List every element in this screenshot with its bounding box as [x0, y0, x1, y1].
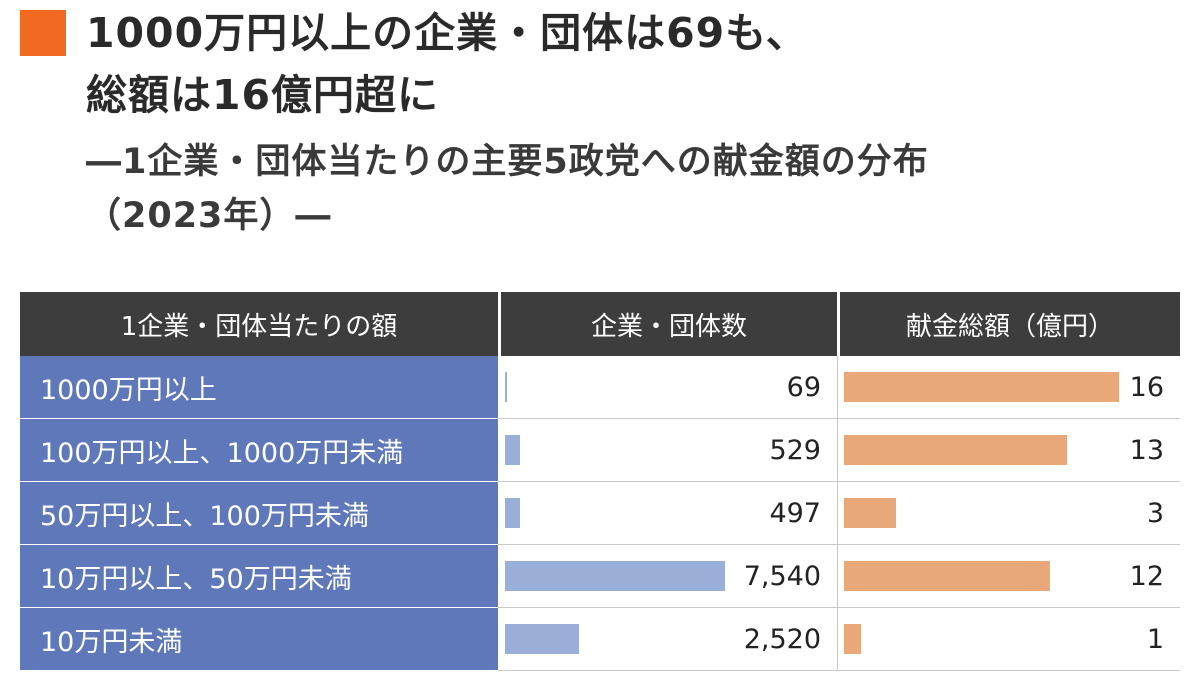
count-bar: [505, 435, 521, 465]
amount-value: 16: [1129, 371, 1164, 403]
amount-cell: 3: [840, 482, 1180, 544]
table-row: 10万円未満 2,520 1: [20, 608, 1180, 671]
header-total-donation: 献金総額（億円）: [905, 311, 1114, 342]
amount-cell: 16: [840, 356, 1180, 418]
row-category-label: 10万円未満: [20, 608, 498, 670]
count-cell: 69: [501, 356, 837, 418]
row-category-label: 50万円以上、100万円未満: [20, 482, 498, 544]
header-entity-count: 企業・団体数: [590, 311, 747, 342]
distribution-table: 1企業・団体当たりの額 企業・団体数 献金総額（億円） 1000万円以上 69 16…: [20, 292, 1180, 672]
amount-cell: 13: [840, 419, 1180, 481]
header-amount-per-entity: 1企業・団体当たりの額: [120, 311, 398, 342]
column-divider: [837, 482, 840, 544]
subtitle-line-2: （2023年）―: [86, 196, 332, 236]
column-divider: [837, 356, 840, 418]
amount-value: 13: [1129, 434, 1164, 466]
amount-bar: [844, 624, 862, 654]
count-bar: [505, 498, 520, 528]
title-line-1: 1000万円以上の企業・団体は69も、: [86, 9, 808, 57]
count-value: 69: [786, 371, 821, 403]
amount-bar: [844, 372, 1119, 402]
count-cell: 497: [501, 482, 837, 544]
row-separator: [20, 607, 498, 608]
amount-cell: 1: [840, 608, 1180, 670]
count-bar: [505, 372, 507, 402]
title-line-2: 総額は16億円超に: [86, 71, 440, 119]
row-separator: [20, 418, 498, 419]
title-accent-square: [20, 10, 66, 56]
amount-bar: [844, 498, 896, 528]
column-divider: [837, 545, 840, 607]
amount-cell: 12: [840, 545, 1180, 607]
count-bar: [505, 561, 725, 591]
amount-value: 3: [1146, 497, 1164, 529]
header-divider: [498, 292, 501, 356]
row-separator: [20, 544, 498, 545]
table-header: 1企業・団体当たりの額 企業・団体数 献金総額（億円）: [20, 292, 1180, 356]
count-cell: 2,520: [501, 608, 837, 670]
row-category-label: 10万円以上、50万円未満: [20, 545, 498, 607]
amount-value: 12: [1129, 560, 1164, 592]
amount-bar: [844, 561, 1051, 591]
count-value: 7,540: [743, 560, 821, 592]
amount-bar: [844, 435, 1068, 465]
table-row: 10万円以上、50万円未満 7,540 12: [20, 545, 1180, 608]
row-category-label: 1000万円以上: [20, 356, 498, 418]
count-value: 2,520: [743, 623, 821, 655]
header-divider: [837, 292, 840, 356]
table-row: 50万円以上、100万円未満 497 3: [20, 482, 1180, 545]
count-cell: 529: [501, 419, 837, 481]
count-value: 529: [769, 434, 821, 466]
column-divider: [837, 419, 840, 481]
table-row: 1000万円以上 69 16: [20, 356, 1180, 419]
count-cell: 7,540: [501, 545, 837, 607]
row-separator: [20, 670, 498, 671]
row-category-label: 100万円以上、1000万円未満: [20, 419, 498, 481]
subtitle-line-1: ―1企業・団体当たりの主要5政党への献金額の分布: [86, 142, 929, 182]
row-separator: [20, 481, 498, 482]
count-value: 497: [769, 497, 821, 529]
count-bar: [505, 624, 579, 654]
table-row: 100万円以上、1000万円未満 529 13: [20, 419, 1180, 482]
amount-value: 1: [1146, 623, 1164, 655]
column-divider: [837, 608, 840, 670]
